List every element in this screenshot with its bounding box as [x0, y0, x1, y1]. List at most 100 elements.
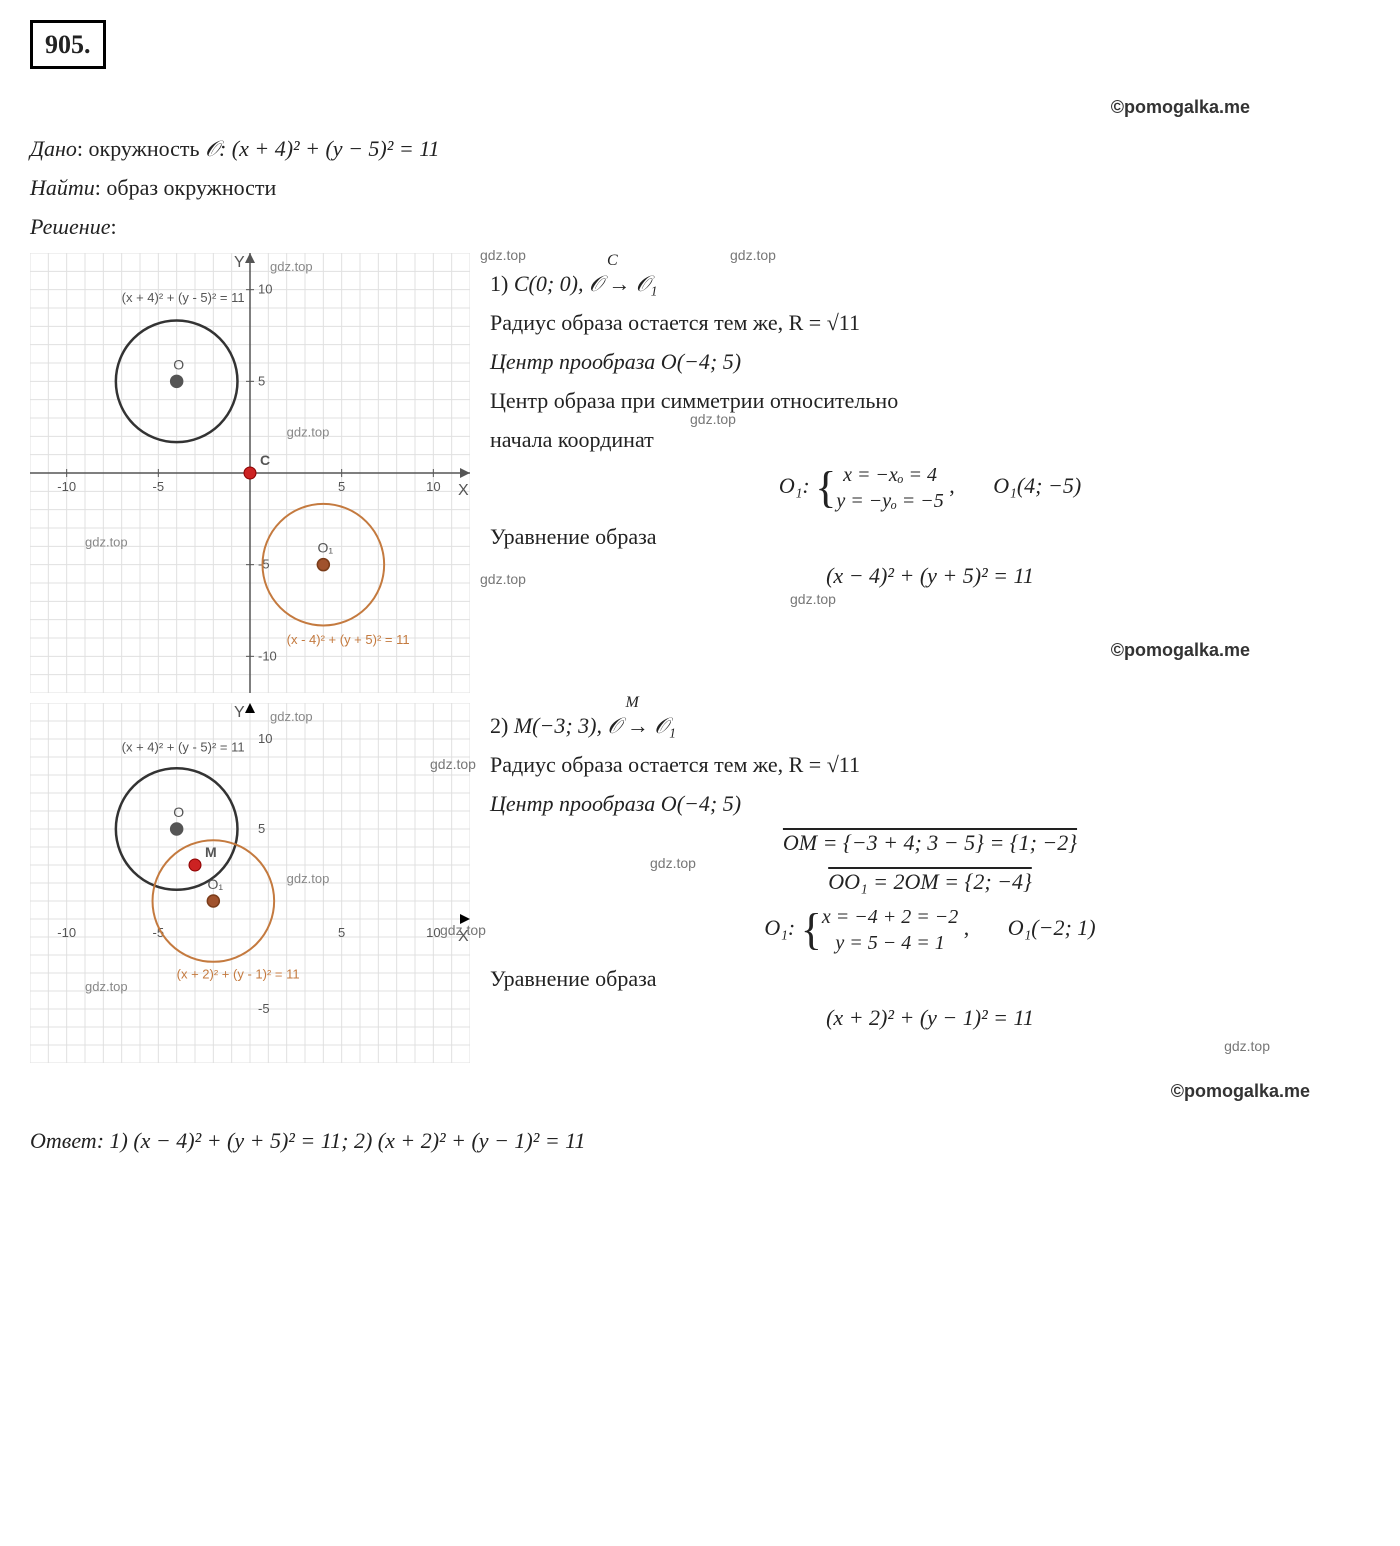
solution-label-line: Решение: [30, 210, 1370, 243]
svg-text:gdz.top: gdz.top [85, 534, 128, 549]
svg-text:gdz.top: gdz.top [270, 259, 313, 274]
svg-text:5: 5 [258, 373, 265, 388]
given-text: : окружность [77, 136, 205, 161]
p2-eq-label: Уравнение образа [490, 962, 1370, 995]
p1-o1-row1: x = −xₒ = 4 [836, 462, 943, 488]
gdz-wm: gdz.top [440, 920, 486, 941]
svg-text:-10: -10 [258, 648, 277, 663]
svg-text:(x + 4)² + (y - 5)² = 11: (x + 4)² + (y - 5)² = 11 [122, 739, 245, 754]
p2-o1-row1: x = −4 + 2 = −2 [822, 904, 958, 930]
graph1-col: -10-5510-10-5510XYOO₁(x + 4)² + (y - 5)²… [30, 253, 470, 693]
p1-o1-row2: y = −yₒ = −5 [836, 488, 943, 514]
watermark-pomogalka-1: ©pomogalka.me [1111, 97, 1250, 117]
p1-map: 𝒪 → 𝒪₁ [589, 271, 657, 296]
p1-o1-label: O₁: [779, 473, 810, 498]
left-brace-icon: { [815, 470, 836, 505]
given-label: Дано [30, 136, 77, 161]
part1-row: -10-5510-10-5510XYOO₁(x + 4)² + (y - 5)²… [30, 253, 1370, 693]
p1-equation: gdz.top (x − 4)² + (y + 5)² = 11 gdz.top [490, 559, 1370, 592]
svg-text:(x - 4)² + (y + 5)² = 11: (x - 4)² + (y + 5)² = 11 [287, 632, 410, 647]
graph2-col: -10-5510-5510XYOO₁(x + 4)² + (y - 5)² = … [30, 703, 470, 1106]
part2-row: -10-5510-5510XYOO₁(x + 4)² + (y - 5)² = … [30, 703, 1370, 1106]
svg-text:M: M [205, 844, 217, 860]
find-text: : образ окружности [95, 175, 277, 200]
p1-sym1: Центр образа при симметрии относительно [490, 384, 1370, 417]
p2-center-pre: Центр прообраза O(−4; 5) [490, 787, 1370, 820]
p2-o1-result: O₁(−2; 1) [1008, 915, 1096, 940]
p1-center-pre: Центр прообраза O(−4; 5) [490, 345, 1370, 378]
find-label: Найти [30, 175, 95, 200]
svg-text:-10: -10 [57, 925, 76, 940]
part2-header: 2) M(−3; 3), M 𝒪 → 𝒪₁ [490, 709, 1370, 742]
find-line: Найти: образ окружности [30, 171, 1370, 204]
gdz-wm: gdz.top [430, 754, 476, 775]
p1-o1-system: O₁: { x = −xₒ = 4 y = −yₒ = −5 , O₁(4; −… [490, 462, 1370, 514]
svg-text:O₁: O₁ [318, 540, 334, 556]
problem-number: 905. [30, 20, 106, 69]
part1-header: 1) C(0; 0), C 𝒪 → 𝒪₁ [490, 267, 1370, 300]
p1-sym2-text: начала координат [490, 427, 654, 452]
part2-text-col: 2) M(−3; 3), M 𝒪 → 𝒪₁ gdz.top Радиус обр… [490, 703, 1370, 1106]
p1-eq-label: Уравнение образа [490, 520, 1370, 553]
graph2: -10-5510-5510XYOO₁(x + 4)² + (y - 5)² = … [30, 703, 470, 1063]
svg-text:-10: -10 [57, 479, 76, 494]
p2-vec-om-text: OM = {−3 + 4; 3 − 5} = {1; −2} [783, 830, 1077, 855]
gdz-wm: gdz.top [1224, 1036, 1270, 1057]
svg-text:O: O [173, 804, 184, 820]
svg-text:10: 10 [426, 925, 440, 940]
graph1: -10-5510-10-5510XYOO₁(x + 4)² + (y - 5)²… [30, 253, 470, 693]
svg-text:10: 10 [258, 731, 272, 746]
p2-map: 𝒪 → 𝒪₁ [607, 713, 675, 738]
p1-o1-comma: , [949, 473, 955, 498]
p1-arrow-top: C [607, 249, 618, 273]
svg-text:C: C [260, 452, 270, 468]
svg-text:5: 5 [338, 479, 345, 494]
answer-line: Ответ: 1) (x − 4)² + (y + 5)² = 11; 2) (… [30, 1124, 1370, 1157]
svg-text:Y: Y [234, 704, 245, 721]
svg-text:O₁: O₁ [208, 876, 224, 892]
svg-text:5: 5 [338, 925, 345, 940]
p1-o1-result: O₁(4; −5) [993, 473, 1081, 498]
solution-label: Решение [30, 214, 110, 239]
p1-prefix: 1) [490, 271, 514, 296]
p1-radius-text: Радиус образа остается тем же, R = √11 [490, 310, 860, 335]
given-line: Дано: окружность 𝒪: (x + 4)² + (y − 5)² … [30, 132, 1370, 165]
gdz-wm: gdz.top [480, 245, 526, 266]
p2-radius: gdz.top Радиус образа остается тем же, R… [490, 748, 1370, 781]
gdz-wm: gdz.top [480, 569, 526, 590]
svg-text:Y: Y [234, 254, 245, 271]
p1-C: C(0; 0), [514, 271, 589, 296]
gdz-wm: gdz.top [650, 853, 696, 874]
p2-radius-text: Радиус образа остается тем же, R = √11 [490, 752, 860, 777]
gdz-wm: gdz.top [790, 589, 836, 610]
p1-sym2: gdz.top начала координат [490, 423, 1370, 456]
answer-text: : 1) (x − 4)² + (y + 5)² = 11; 2) (x + 2… [97, 1128, 586, 1153]
p1-radius: Радиус образа остается тем же, R = √11 [490, 306, 1370, 339]
p2-o1-row2: y = 5 − 4 = 1 [822, 930, 958, 956]
watermark-pomogalka-2: ©pomogalka.me [1111, 640, 1250, 660]
left-brace-icon: { [801, 912, 822, 947]
svg-text:gdz.top: gdz.top [85, 979, 128, 994]
svg-text:gdz.top: gdz.top [287, 424, 330, 439]
p2-arrow-top: M [625, 691, 638, 715]
p2-equation: (x + 2)² + (y − 1)² = 11 [490, 1001, 1370, 1034]
svg-text:5: 5 [258, 821, 265, 836]
p2-prefix: 2) [490, 713, 514, 738]
p2-M: M(−3; 3), [514, 713, 608, 738]
p2-vec-oo1-text: OO₁ = 2OM = {2; −4} [828, 869, 1032, 894]
given-equation: : (x + 4)² + (y − 5)² = 11 [219, 136, 440, 161]
gdz-wm: gdz.top [690, 409, 736, 430]
svg-text:(x + 2)² + (y - 1)² = 11: (x + 2)² + (y - 1)² = 11 [177, 967, 300, 982]
svg-text:10: 10 [426, 479, 440, 494]
p2-vec-oo1: gdz.top OO₁ = 2OM = {2; −4} [490, 865, 1370, 898]
svg-text:O: O [173, 356, 184, 372]
svg-text:-5: -5 [258, 1001, 270, 1016]
gdz-wm: gdz.top [730, 245, 776, 266]
p2-o1-comma: , [964, 915, 970, 940]
p2-o1-label: O₁: [764, 915, 795, 940]
answer-label: Ответ [30, 1128, 97, 1153]
svg-text:X: X [458, 482, 469, 499]
watermark-pomogalka-3: ©pomogalka.me [1171, 1081, 1310, 1101]
svg-text:gdz.top: gdz.top [287, 871, 330, 886]
p2-center-pre-text: Центр прообраза O(−4; 5) [490, 791, 741, 816]
